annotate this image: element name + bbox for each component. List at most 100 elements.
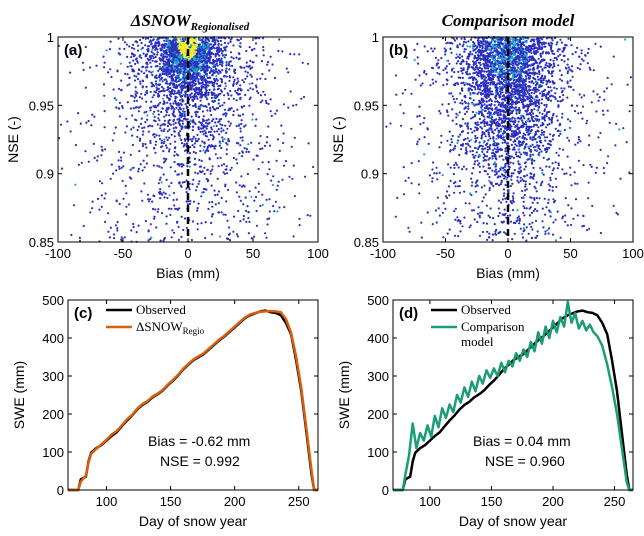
scatter-point — [141, 97, 144, 100]
scatter-point — [209, 172, 212, 175]
scatter-point — [193, 58, 196, 61]
scatter-point — [107, 71, 110, 74]
scatter-point — [145, 162, 148, 165]
scatter-point — [185, 69, 189, 72]
scatter-point — [249, 87, 252, 90]
scatter-point — [540, 102, 543, 105]
scatter-point — [126, 73, 129, 76]
scatter-point — [478, 66, 481, 69]
scatter-point — [197, 62, 200, 66]
scatter-point — [555, 151, 558, 154]
scatter-point — [564, 214, 567, 217]
scatter-point — [250, 195, 253, 198]
scatter-point — [145, 110, 148, 113]
scatter-point — [486, 145, 489, 148]
scatter-point — [453, 39, 457, 42]
scatter-point — [108, 236, 111, 239]
scatter-point — [100, 194, 103, 197]
scatter-point — [153, 115, 156, 118]
scatter-point — [178, 118, 181, 121]
scatter-point — [418, 105, 421, 108]
scatter-point — [290, 145, 293, 148]
scatter-point — [145, 100, 148, 103]
scatter-point — [201, 68, 204, 71]
scatter-point — [133, 47, 136, 50]
scatter-point — [198, 170, 202, 173]
scatter-point — [173, 204, 176, 207]
scatter-point — [146, 57, 149, 60]
scatter-point — [197, 80, 200, 83]
scatter-point — [141, 133, 144, 136]
scatter-point — [199, 165, 203, 168]
xtick-label: 100 — [307, 246, 329, 261]
scatter-point — [216, 177, 219, 180]
scatter-point — [239, 220, 242, 223]
scatter-point — [165, 157, 168, 161]
scatter-point — [449, 149, 452, 152]
scatter-point — [126, 84, 129, 87]
scatter-point — [151, 59, 154, 62]
scatter-point — [518, 135, 521, 138]
scatter-point — [244, 77, 247, 80]
scatter-point — [268, 210, 271, 213]
scatter-point — [144, 219, 147, 223]
scatter-point — [174, 41, 177, 44]
scatter-point — [139, 82, 142, 85]
scatter-point — [140, 56, 143, 59]
scatter-point — [194, 50, 197, 53]
scatter-point — [191, 77, 194, 80]
scatter-point — [137, 125, 140, 128]
scatter-point — [149, 238, 152, 241]
scatter-point — [517, 181, 520, 184]
scatter-point — [193, 60, 196, 64]
scatter-point — [113, 97, 116, 100]
scatter-point — [92, 142, 95, 145]
scatter-point — [236, 235, 239, 238]
scatter-point — [530, 225, 533, 229]
scatter-point — [202, 54, 205, 58]
scatter-point — [569, 79, 572, 82]
scatter-point — [166, 61, 169, 64]
scatter-point — [307, 142, 310, 145]
scatter-point — [245, 65, 248, 68]
scatter-point — [122, 151, 126, 154]
scatter-point — [588, 66, 591, 69]
scatter-point — [248, 104, 251, 107]
scatter-point — [211, 74, 214, 77]
scatter-point — [580, 52, 583, 55]
scatter-point — [165, 70, 168, 73]
scatter-point — [178, 71, 181, 74]
scatter-point — [530, 128, 533, 132]
scatter-point — [192, 82, 195, 85]
scatter-point — [566, 58, 570, 61]
scatter-point — [589, 68, 592, 71]
scatter-point — [275, 159, 278, 162]
scatter-point — [197, 93, 200, 96]
scatter-point — [571, 53, 574, 56]
panel-a-title: ΔSNOWRegionalised — [130, 11, 250, 33]
scatter-point — [133, 79, 137, 82]
scatter-point — [191, 40, 194, 43]
scatter-point — [102, 83, 106, 86]
scatter-point — [270, 179, 273, 182]
scatter-point — [215, 70, 218, 73]
scatter-point — [597, 99, 600, 102]
scatter-point — [491, 233, 494, 236]
scatter-point — [207, 130, 210, 134]
scatter-point — [210, 215, 214, 218]
scatter-point — [177, 104, 180, 107]
scatter-point — [474, 62, 477, 65]
scatter-point — [168, 118, 171, 122]
scatter-point — [210, 126, 213, 129]
scatter-point — [206, 69, 209, 72]
scatter-point — [197, 78, 200, 81]
scatter-point — [163, 123, 166, 126]
scatter-point — [491, 169, 494, 172]
scatter-point — [193, 157, 197, 160]
scatter-point — [531, 153, 535, 156]
scatter-point — [204, 221, 207, 224]
scatter-point — [206, 125, 209, 128]
scatter-point — [212, 118, 215, 121]
scatter-point — [158, 43, 161, 47]
scatter-point — [559, 132, 562, 135]
